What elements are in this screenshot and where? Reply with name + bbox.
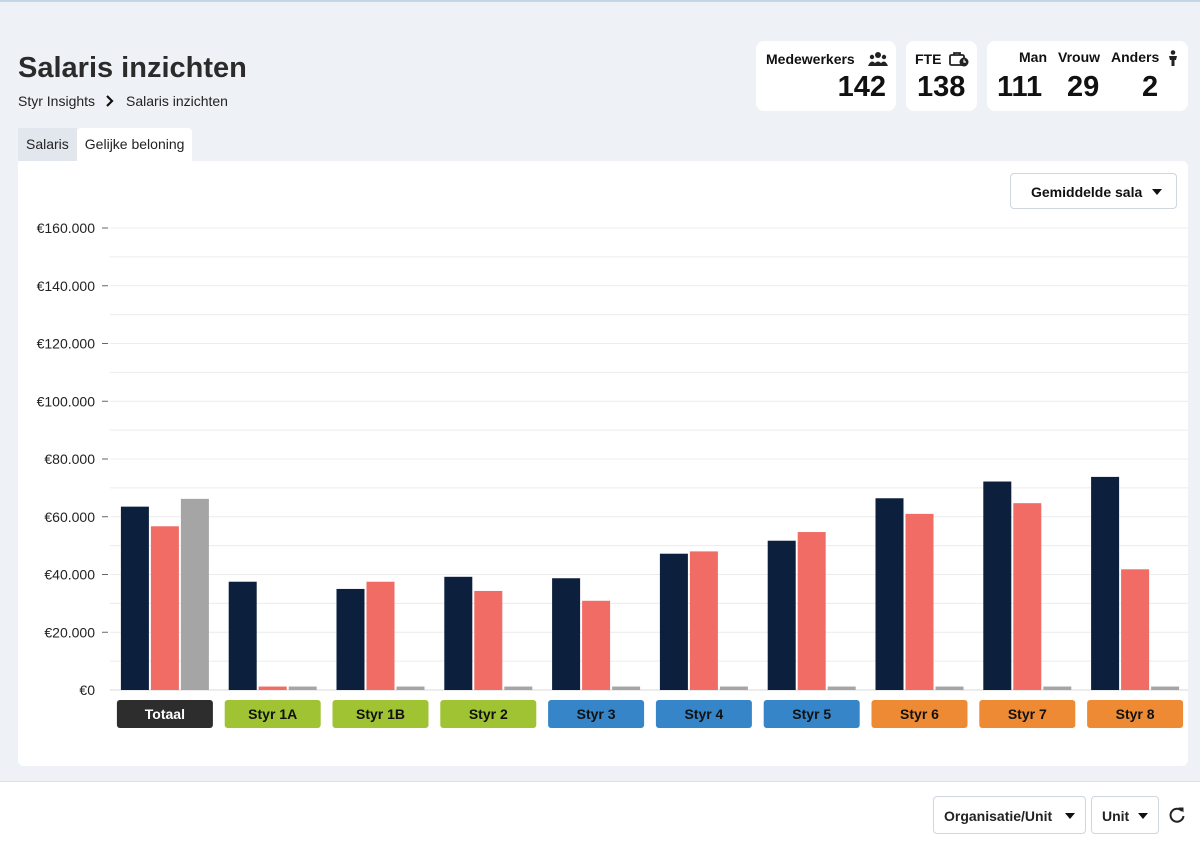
bar: [1091, 476, 1120, 690]
bar: [228, 581, 257, 690]
chart-panel: Gemiddelde salaris €0 €20.000 €40.000 €60.0…: [18, 161, 1188, 766]
bar: [180, 498, 209, 690]
bar: [983, 481, 1012, 690]
bar: [1043, 686, 1072, 690]
x-tick-label: Styr 5: [792, 706, 831, 722]
refresh-icon[interactable]: [1166, 804, 1188, 826]
man-label: Man: [1019, 49, 1047, 65]
x-tick-label: Styr 8: [1116, 706, 1155, 722]
x-tick-label: Styr 4: [684, 706, 723, 722]
gender-card: Man Vrouw Anders 111 29 2: [987, 41, 1188, 111]
y-tick-label: €120.000: [37, 336, 96, 352]
man-value: 111: [997, 71, 1043, 103]
person-icon: [1169, 50, 1177, 66]
bar: [504, 686, 533, 690]
bar: [288, 686, 317, 690]
bar: [552, 578, 581, 690]
caret-down-icon: [1138, 813, 1148, 819]
bar: [612, 686, 641, 690]
y-tick-label: €100.000: [37, 393, 96, 409]
breadcrumb-item-home[interactable]: Styr Insights: [18, 93, 96, 109]
x-tick-label: Styr 1A: [248, 706, 297, 722]
bar: [444, 576, 473, 690]
bar-chart: €0 €20.000 €40.000 €60.000 €80.000 €100.000 €1…: [37, 220, 1188, 728]
bar: [1121, 569, 1150, 690]
page-title: Salaris inzichten: [18, 52, 247, 84]
bar: [336, 588, 365, 690]
y-tick-label: €160.000: [37, 220, 96, 236]
category-label-bg: [1087, 700, 1184, 728]
bar: [905, 513, 934, 690]
y-tick-label: €80.000: [44, 451, 95, 467]
x-tick-label: Totaal: [145, 706, 185, 722]
bar: [827, 686, 856, 690]
bar: [120, 506, 149, 690]
anders-label: Anders: [1111, 49, 1160, 65]
vrouw-label: Vrouw: [1058, 49, 1101, 65]
tab-bar: Salaris Gelijke beloning: [18, 128, 193, 161]
category-label-bg: [548, 700, 645, 728]
chevron-right-icon: [105, 95, 114, 107]
unit-select[interactable]: Unit: [1091, 796, 1159, 834]
organisation-unit-select[interactable]: Organisatie/Unit: [933, 796, 1086, 834]
y-tick-label: €0: [79, 682, 95, 698]
bar: [659, 553, 688, 690]
category-label-bg: [332, 700, 429, 728]
category-label-bg: [655, 700, 752, 728]
unit-select-value: Unit: [1102, 808, 1130, 824]
x-tick-label: Styr 3: [577, 706, 616, 722]
breadcrumb-item-current: Salaris inzichten: [126, 93, 228, 109]
vrouw-value: 29: [1067, 71, 1100, 103]
bar: [1151, 686, 1180, 690]
fte-value: 138: [917, 71, 966, 103]
y-tick-label: €140.000: [37, 278, 96, 294]
bar: [935, 686, 964, 690]
bar: [719, 686, 748, 690]
bar: [582, 600, 611, 690]
fte-card: FTE 138: [906, 41, 977, 111]
bar: [767, 540, 796, 690]
fte-label: FTE: [915, 51, 942, 67]
employees-value: 142: [837, 71, 886, 103]
category-label-bg: [763, 700, 860, 728]
bar: [396, 686, 425, 690]
employees-card: Medewerkers 142: [756, 41, 896, 111]
breadcrumb: Styr Insights Salaris inzichten: [18, 93, 228, 109]
caret-down-icon: [1065, 813, 1075, 819]
category-label-bg: [440, 700, 537, 728]
bar: [474, 590, 503, 690]
y-tick-label: €40.000: [44, 567, 95, 583]
anders-value: 2: [1142, 71, 1159, 103]
bar: [150, 526, 179, 690]
top-rule: [0, 0, 1200, 2]
bar: [875, 498, 904, 690]
x-tick-label: Styr 6: [900, 706, 939, 722]
tab-gelijke-beloning[interactable]: Gelijke beloning: [76, 128, 193, 161]
bar: [366, 581, 395, 690]
bar: [689, 551, 718, 690]
y-tick-label: €60.000: [44, 509, 95, 525]
metric-select-value: Gemiddelde salaris: [1031, 184, 1143, 200]
bar: [797, 532, 826, 690]
organisation-unit-select-value: Organisatie/Unit: [944, 808, 1053, 824]
briefcase-clock-icon: [949, 52, 969, 67]
employees-label: Medewerkers: [766, 51, 855, 67]
bar: [1013, 503, 1042, 690]
people-icon: [868, 52, 888, 66]
tab-salaris[interactable]: Salaris: [18, 128, 77, 161]
bar: [258, 686, 287, 690]
y-tick-label: €20.000: [44, 624, 95, 640]
category-label-bg: [979, 700, 1076, 728]
category-label-bg: [224, 700, 321, 728]
category-label-bg: [871, 700, 968, 728]
x-tick-label: Styr 7: [1008, 706, 1047, 722]
caret-down-icon: [1152, 189, 1162, 195]
x-tick-label: Styr 1B: [356, 706, 405, 722]
category-label-bg: [116, 700, 213, 728]
footer-bar: Organisatie/Unit Unit: [0, 781, 1200, 842]
metric-select[interactable]: Gemiddelde salaris: [1010, 173, 1177, 209]
x-tick-label: Styr 2: [469, 706, 508, 722]
